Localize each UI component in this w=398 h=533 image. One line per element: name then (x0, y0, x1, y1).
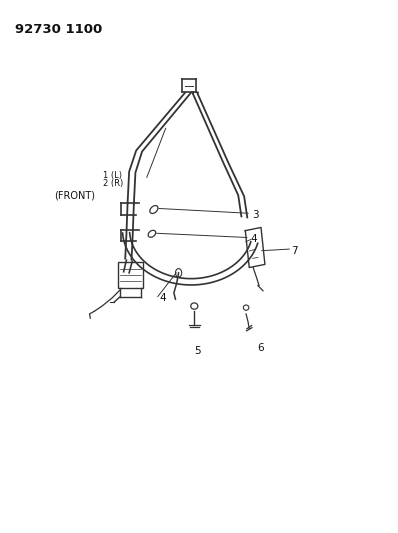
Text: 2 (R): 2 (R) (103, 179, 123, 188)
Text: (FRONT): (FRONT) (54, 190, 95, 200)
Ellipse shape (243, 305, 249, 310)
Ellipse shape (148, 230, 156, 237)
Text: 5: 5 (194, 346, 201, 356)
Text: 92730 1100: 92730 1100 (15, 23, 102, 36)
Text: 3: 3 (252, 210, 259, 220)
Ellipse shape (150, 206, 158, 214)
Ellipse shape (191, 303, 198, 309)
Text: 6: 6 (257, 343, 264, 353)
Text: 4: 4 (250, 234, 257, 244)
Text: 1 (L): 1 (L) (103, 171, 122, 180)
Text: 4: 4 (159, 293, 166, 303)
Text: 7: 7 (291, 246, 298, 256)
Bar (118, 262, 143, 288)
